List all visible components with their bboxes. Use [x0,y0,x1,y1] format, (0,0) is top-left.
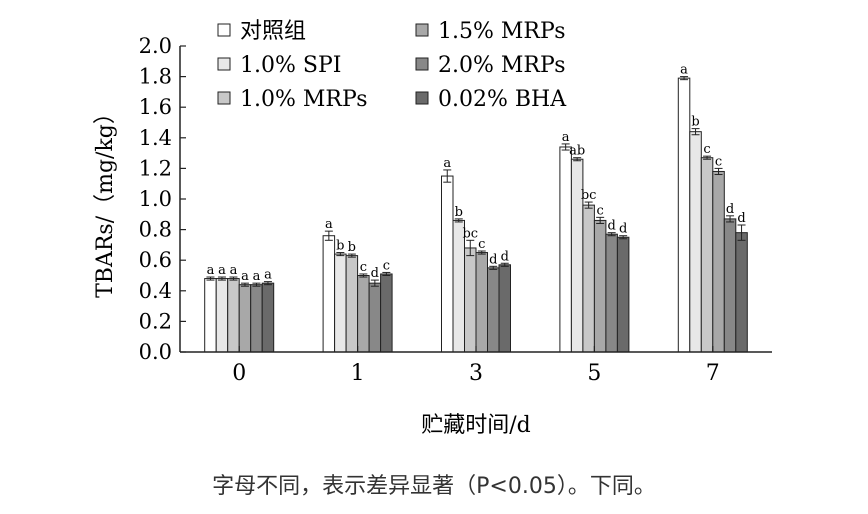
bar [227,278,240,353]
significance-letter: a [218,263,226,278]
significance-letter: c [383,258,390,273]
bar [735,232,748,353]
significance-letter: a [230,263,238,278]
bar [723,218,737,353]
legend-swatch [415,23,429,37]
legend-label: 1.0% SPI [240,53,341,78]
bar [441,175,454,353]
legend-label: 1.0% MRPs [240,87,367,112]
bar [238,284,252,353]
legend-swatch [217,57,231,71]
significance-letter: a [325,217,333,232]
y-tick-label: 1.8 [139,65,172,89]
significance-letter: a [207,263,215,278]
bar [712,170,725,353]
bar [357,275,370,353]
figure-caption: 字母不同，表示差异显著（P<0.05）。下同。 [212,474,656,499]
y-tick-label: 0.4 [139,279,172,303]
significance-letter: c [703,142,710,157]
bar [605,233,618,353]
significance-letter: a [443,156,451,171]
x-tick-label: 5 [587,361,601,386]
significance-letter: c [597,203,604,218]
bar [689,131,702,353]
significance-letter: b [455,205,463,220]
bar [593,219,607,353]
significance-letter: d [737,211,745,226]
bar [700,157,714,353]
y-tick-label: 1.6 [139,95,172,119]
significance-letter: d [371,266,379,281]
bar [380,273,393,353]
y-tick-label: 1.4 [139,126,172,150]
significance-letter: b [348,240,356,255]
x-tick-label: 3 [469,361,483,386]
bar [204,278,217,353]
x-tick-label: 7 [706,361,720,386]
significance-letter: d [607,219,615,234]
legend-swatch [217,91,231,105]
y-tick-label: 0.2 [139,309,172,333]
bar [250,284,263,353]
bar [677,77,691,353]
significance-letter: c [360,260,367,275]
significance-letter: c [715,154,722,169]
legend-label: 1.5% MRPs [438,19,565,44]
significance-letter: b [336,239,344,254]
legend: 对照组 1.0% SPI 1.0% MRPs 1.5% MRPs 2.0% MRPs 0.… [217,19,567,112]
bar [368,282,382,353]
significance-letter: a [680,63,688,78]
significance-letter: a [253,269,261,284]
bar [345,255,359,353]
legend-label: 0.02% BHA [438,87,567,112]
y-tick-label: 0.0 [139,340,172,364]
bar [498,264,511,353]
axes-layer: 0.0 0.2 0.4 0.6 0.8 1.0 1.2 1.4 1.6 1.8 2.0 0 1 3 5 7 [139,34,772,386]
significance-letter: bc [462,226,478,241]
y-axis-title: TBARs/（mg/kg） [93,102,118,298]
x-tick-label: 1 [351,361,365,386]
significance-letter: d [501,249,509,264]
significance-letter: d [619,222,627,237]
significance-letter: a [562,130,570,145]
bar [464,247,477,353]
y-tick-label: 1.0 [139,187,172,211]
bar [616,236,630,353]
y-tick-label: 1.2 [139,156,172,180]
legend-label: 2.0% MRPs [438,53,565,78]
significance-letter: d [489,252,497,267]
bar [334,253,347,353]
legend-swatch [217,23,231,37]
legend-label: 对照组 [240,19,306,44]
bar [487,267,500,353]
significance-letter: bc [581,188,597,203]
significance-letter: a [241,269,249,284]
y-tick-label: 0.6 [139,248,172,272]
significance-letter: d [726,202,734,217]
significance-letter: c [478,237,485,252]
significance-letter: b [691,115,699,130]
y-tick-label: 2.0 [139,34,172,58]
bar [322,235,336,353]
significance-letter: a [264,268,272,283]
bar [215,278,229,353]
significance-letter: ab [569,144,585,159]
legend-swatch [415,91,429,105]
x-tick-label: 0 [232,361,246,386]
bar [582,204,595,353]
y-tick-label: 0.8 [139,218,172,242]
bar [475,252,488,353]
x-axis-title: 贮藏时间/d [421,413,531,438]
legend-swatch [415,57,429,71]
bar [261,282,275,353]
bar [559,146,572,353]
